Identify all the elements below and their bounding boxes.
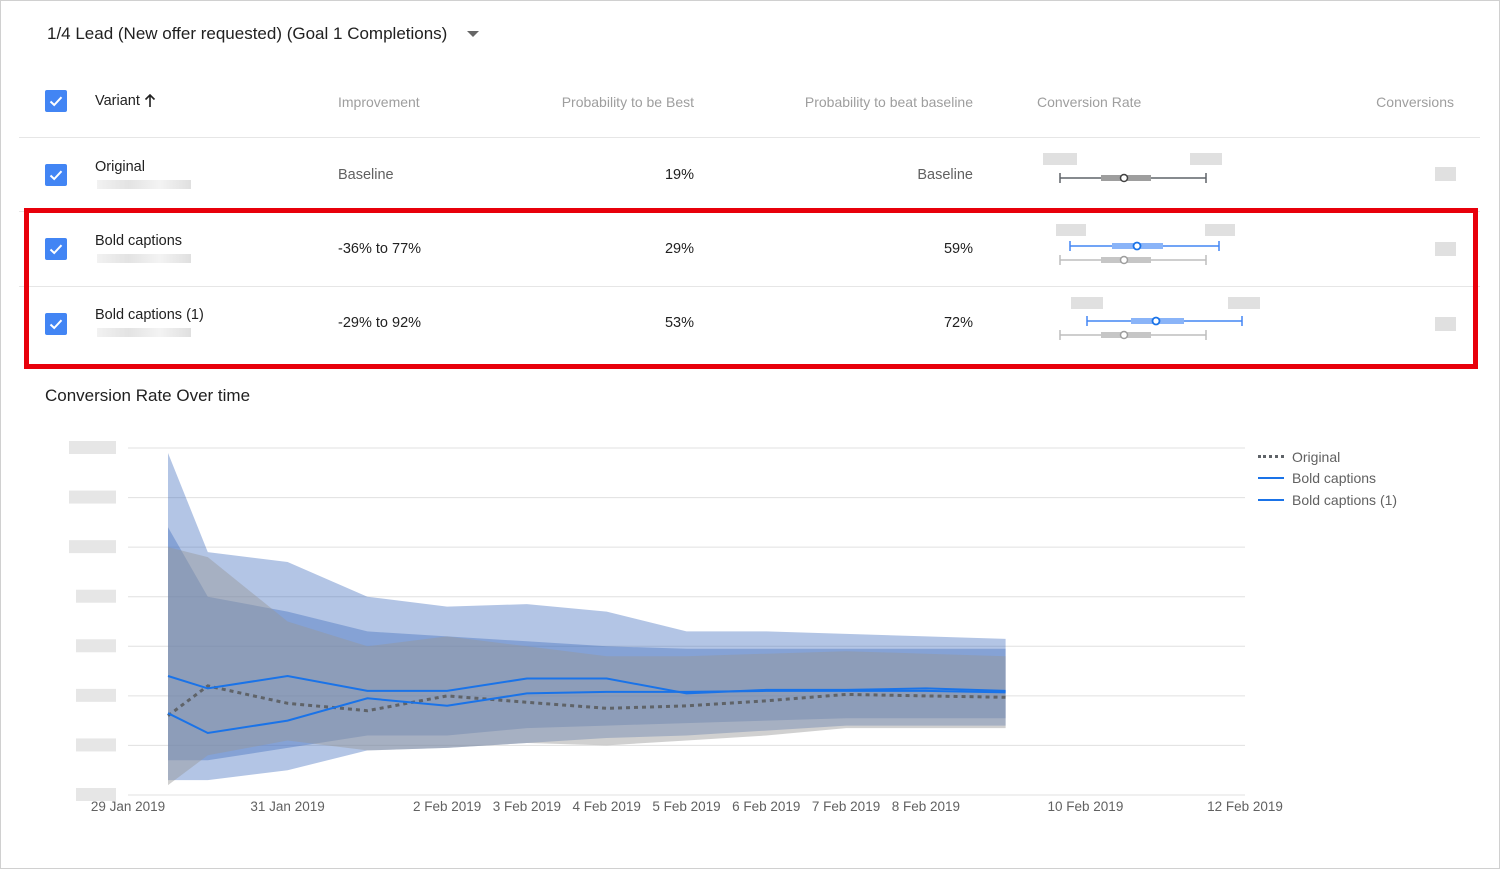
solid-line-swatch [1258, 477, 1284, 480]
variant-name[interactable]: Bold captions [95, 233, 183, 249]
prob-best-value: 29% [664, 241, 694, 257]
series-line-bold-captions-1 [167, 674, 1006, 695]
column-header-improvement[interactable]: Improvement [338, 94, 420, 110]
highlight-annotation-box [24, 208, 1478, 369]
select-all-checkbox[interactable] [45, 90, 67, 112]
x-axis-tick-label: 6 Feb 2019 [732, 799, 800, 814]
redacted-range-low [1056, 224, 1086, 236]
column-header-conversions[interactable]: Conversions [1376, 94, 1454, 110]
column-header-conversion-rate[interactable]: Conversion Rate [1037, 94, 1142, 110]
prob-best-value: 19% [664, 167, 694, 183]
improvement-value: Baseline [338, 167, 394, 183]
column-header-prob-best[interactable]: Probability to be Best [561, 94, 694, 110]
variant-name[interactable]: Bold captions (1) [95, 307, 204, 323]
series-line-bold-captions [167, 689, 1006, 735]
divider [19, 137, 1480, 138]
redacted-range-low [1071, 297, 1103, 309]
column-header-variant[interactable]: Variant [95, 93, 156, 109]
prob-baseline-value: 59% [943, 241, 973, 257]
redacted-y-axis-label [69, 540, 116, 554]
variant-header-label: Variant [95, 93, 140, 109]
x-axis-tick-label: 4 Feb 2019 [573, 799, 641, 814]
redacted-detail [97, 180, 191, 189]
caret-down-icon[interactable] [467, 31, 480, 37]
dashed-line-swatch [1258, 455, 1284, 459]
series-line-original [167, 684, 1006, 717]
x-axis-tick-label: 8 Feb 2019 [892, 799, 960, 814]
redacted-conversions [1435, 167, 1456, 181]
column-header-prob-baseline[interactable]: Probability to beat baseline [804, 94, 973, 110]
redacted-y-axis-label [76, 788, 116, 801]
improvement-value: -36% to 77% [338, 241, 422, 257]
improvement-value: -29% to 92% [338, 315, 422, 331]
redacted-y-axis-label [76, 639, 116, 653]
checkmark-icon [49, 170, 63, 181]
redacted-y-axis-label [69, 441, 116, 454]
redacted-conversions [1435, 317, 1456, 331]
redacted-y-axis-label [69, 490, 116, 504]
redacted-detail [97, 254, 191, 263]
x-axis-tick-label: 2 Feb 2019 [413, 799, 481, 814]
legend-label: Bold captions [1292, 470, 1377, 487]
variant-name[interactable]: Original [95, 159, 145, 175]
x-axis-tick-label: 5 Feb 2019 [652, 799, 720, 814]
row-checkbox[interactable] [45, 238, 67, 260]
x-axis-tick-label: 12 Feb 2019 [1207, 799, 1283, 814]
legend-label: Original [1292, 448, 1341, 465]
confidence-band-bold-captions [168, 527, 1006, 781]
legend-label: Bold captions (1) [1292, 491, 1398, 508]
x-axis-tick-label: 31 Jan 2019 [250, 799, 324, 814]
objective-label: 1/4 Lead (New offer requested) (Goal 1 C… [47, 24, 448, 43]
checkmark-icon [49, 244, 63, 255]
redacted-range-low [1043, 153, 1077, 165]
objective-selector[interactable]: 1/4 Lead (New offer requested) (Goal 1 C… [47, 22, 480, 46]
sort-arrow-up-icon [144, 94, 155, 107]
prob-baseline-value: 72% [943, 315, 973, 331]
redacted-y-axis-label [76, 589, 116, 603]
redacted-detail [97, 328, 191, 337]
redacted-range-high [1205, 224, 1235, 236]
conversion-rate-interval [1059, 316, 1243, 340]
confidence-band-bold-captions-1 [168, 453, 1006, 761]
chart-title: Conversion Rate Over time [45, 386, 251, 405]
checkmark-icon [49, 96, 63, 107]
confidence-band-original [168, 547, 1006, 786]
redacted-range-high [1190, 153, 1222, 165]
row-checkbox[interactable] [45, 313, 67, 335]
row-checkbox[interactable] [45, 164, 67, 186]
solid-line-swatch [1258, 498, 1284, 501]
redacted-conversions [1435, 242, 1456, 256]
prob-baseline-value: Baseline [917, 167, 973, 183]
redacted-y-axis-label [76, 738, 116, 752]
conversion-rate-interval [1059, 241, 1220, 265]
conversion-rate-interval [1059, 173, 1207, 183]
checkmark-icon [49, 319, 63, 330]
redacted-range-high [1228, 297, 1260, 309]
x-axis-tick-label: 29 Jan 2019 [91, 799, 165, 814]
chart-legend: Original Bold captions Bold captions (1) [1258, 446, 1397, 511]
x-axis-tick-label: 7 Feb 2019 [812, 799, 880, 814]
divider [19, 286, 1480, 287]
redacted-y-axis-label [76, 688, 116, 702]
legend-item-original[interactable]: Original [1258, 446, 1397, 468]
legend-item-bold-captions-1[interactable]: Bold captions (1) [1258, 489, 1397, 511]
prob-best-value: 53% [664, 315, 694, 331]
legend-item-bold-captions[interactable]: Bold captions [1258, 468, 1397, 490]
x-axis-tick-label: 10 Feb 2019 [1048, 799, 1124, 814]
x-axis-tick-label: 3 Feb 2019 [493, 799, 561, 814]
